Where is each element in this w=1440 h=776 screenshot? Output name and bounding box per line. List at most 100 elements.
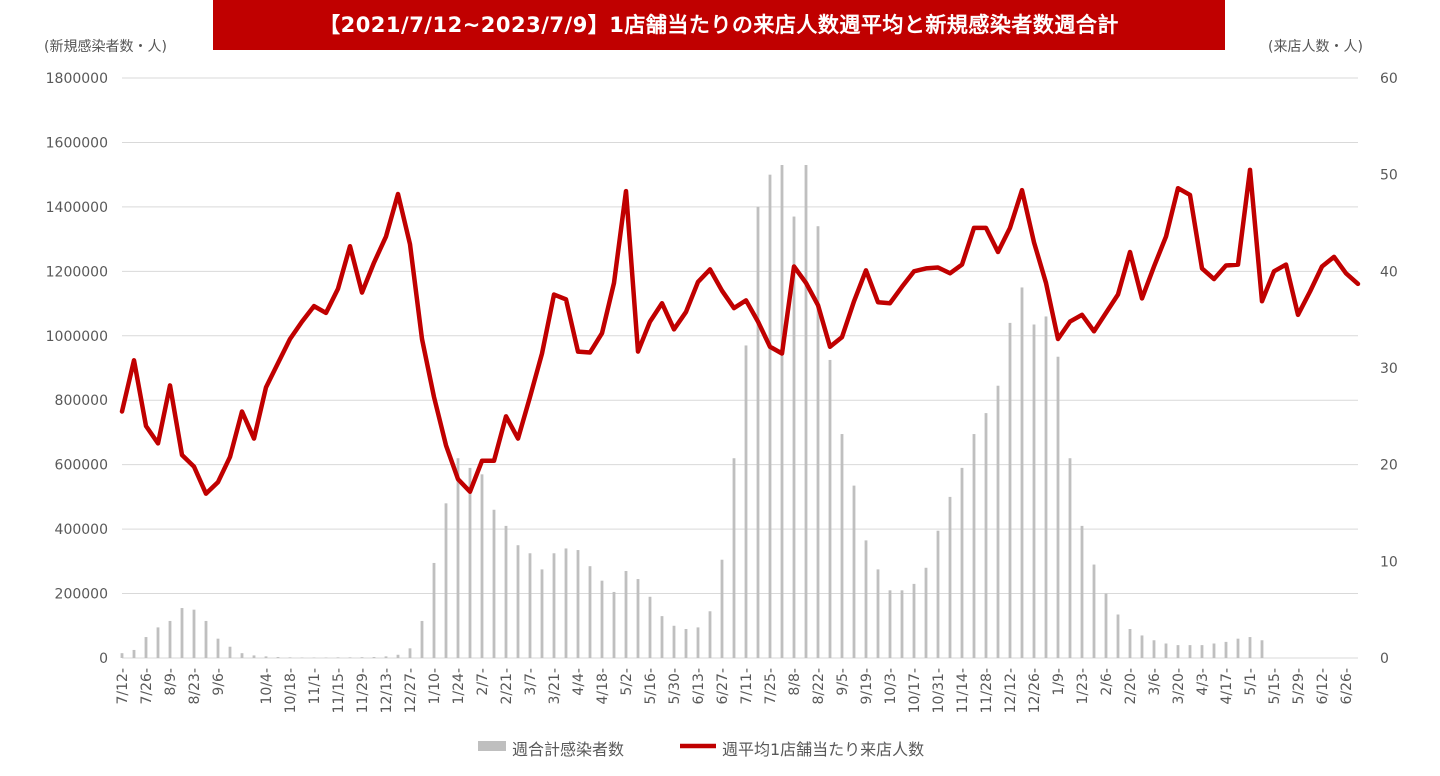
bar [1188, 645, 1192, 658]
bar [984, 413, 988, 658]
bar [528, 553, 532, 658]
x-tick-label: 10/3- [883, 668, 899, 705]
bar [552, 553, 556, 658]
bar [120, 653, 124, 658]
bar [1236, 638, 1240, 658]
line-series-visitors [119, 167, 1361, 496]
bar [768, 174, 772, 658]
right-tick-label: 60 [1380, 71, 1398, 87]
x-tick-label: 3/21- [547, 668, 563, 705]
bar [1008, 322, 1012, 658]
bar [1104, 593, 1108, 658]
bar [336, 657, 340, 658]
x-tick-label: 7/26- [139, 668, 155, 705]
bar [708, 611, 712, 658]
x-tick-label: 4/4- [571, 668, 587, 696]
bar [468, 467, 472, 658]
bar [756, 206, 760, 658]
x-tick-label: 8/8- [787, 668, 803, 696]
x-tick-label: 1/24- [451, 668, 467, 705]
bar [600, 580, 604, 658]
bar [672, 625, 676, 658]
bar [636, 579, 640, 658]
x-tick-label: 8/22- [811, 668, 827, 705]
x-tick-label: 4/3- [1195, 668, 1211, 696]
gridlines [122, 77, 1358, 659]
bar [156, 627, 160, 658]
bar [1140, 635, 1144, 658]
x-tick-label: 10/31- [931, 668, 947, 713]
bar [804, 165, 808, 658]
x-tick-label: 5/30- [667, 668, 683, 705]
bar [1248, 637, 1252, 658]
bar [1056, 356, 1060, 658]
left-tick-label: 400000 [55, 522, 108, 538]
bar [396, 654, 400, 658]
x-tick-label: 9/19- [859, 668, 875, 705]
bar [1080, 525, 1084, 658]
x-tick-label: 12/26- [1027, 668, 1043, 713]
left-tick-label: 1200000 [46, 264, 108, 280]
x-tick-label: 4/18- [595, 668, 611, 705]
bar [744, 345, 748, 658]
bar [924, 567, 928, 658]
bar [1212, 643, 1216, 658]
x-tick-label: 3/20- [1171, 668, 1187, 705]
x-tick-label: 5/29- [1291, 668, 1307, 705]
left-tick-label: 1800000 [46, 71, 108, 87]
bar [612, 591, 616, 658]
bar [204, 620, 208, 658]
bar [408, 648, 412, 658]
bar [888, 590, 892, 658]
x-tick-label: 7/25- [763, 668, 779, 705]
left-tick-label: 200000 [55, 587, 108, 603]
x-tick-label: 2/7- [475, 668, 491, 696]
x-tick-label: 8/23- [187, 668, 203, 705]
x-tick-label: 9/5- [835, 668, 851, 696]
right-tick-label: 30 [1380, 361, 1398, 377]
bar [372, 657, 376, 658]
right-tick-label: 10 [1380, 554, 1398, 570]
bar [240, 653, 244, 658]
x-tick-label: 5/1- [1243, 668, 1259, 696]
bar [504, 525, 508, 658]
bar [840, 434, 844, 658]
right-tick-label: 50 [1380, 168, 1398, 184]
right-tick-label: 40 [1380, 264, 1398, 280]
bar [936, 530, 940, 658]
bar [132, 649, 136, 658]
x-tick-label: 5/2- [619, 668, 635, 696]
bar [1260, 640, 1264, 658]
x-tick-label: 9/6- [211, 668, 227, 696]
bar [684, 629, 688, 658]
bar [252, 655, 256, 658]
x-tick-label: 5/15- [1267, 668, 1283, 705]
bar [792, 216, 796, 659]
bar [720, 559, 724, 658]
legend: 週合計感染者数 週平均1店舗当たり来店人数 [478, 740, 924, 759]
bar [864, 540, 868, 658]
x-tick-label: 10/18- [283, 668, 299, 713]
bar [948, 496, 952, 658]
bar [1032, 324, 1036, 658]
x-tick-label: 10/4- [259, 668, 275, 705]
right-tick-label: 0 [1380, 651, 1389, 667]
bar [492, 509, 496, 658]
bar [1116, 614, 1120, 658]
legend-bar-label: 週合計感染者数 [512, 740, 624, 759]
x-tick-label: 7/11- [739, 668, 755, 705]
x-tick-label: 6/13- [691, 668, 707, 705]
x-tick-label: 11/15- [331, 668, 347, 713]
bar [660, 616, 664, 658]
bar [1200, 645, 1204, 658]
bar [1152, 640, 1156, 658]
bar [288, 657, 292, 658]
x-tick-label: 3/7- [523, 668, 539, 696]
legend-line-label: 週平均1店舗当たり来店人数 [722, 740, 924, 759]
bar [444, 503, 448, 658]
bar [348, 657, 352, 658]
bar [732, 458, 736, 658]
bar [216, 638, 220, 658]
bar [540, 569, 544, 658]
